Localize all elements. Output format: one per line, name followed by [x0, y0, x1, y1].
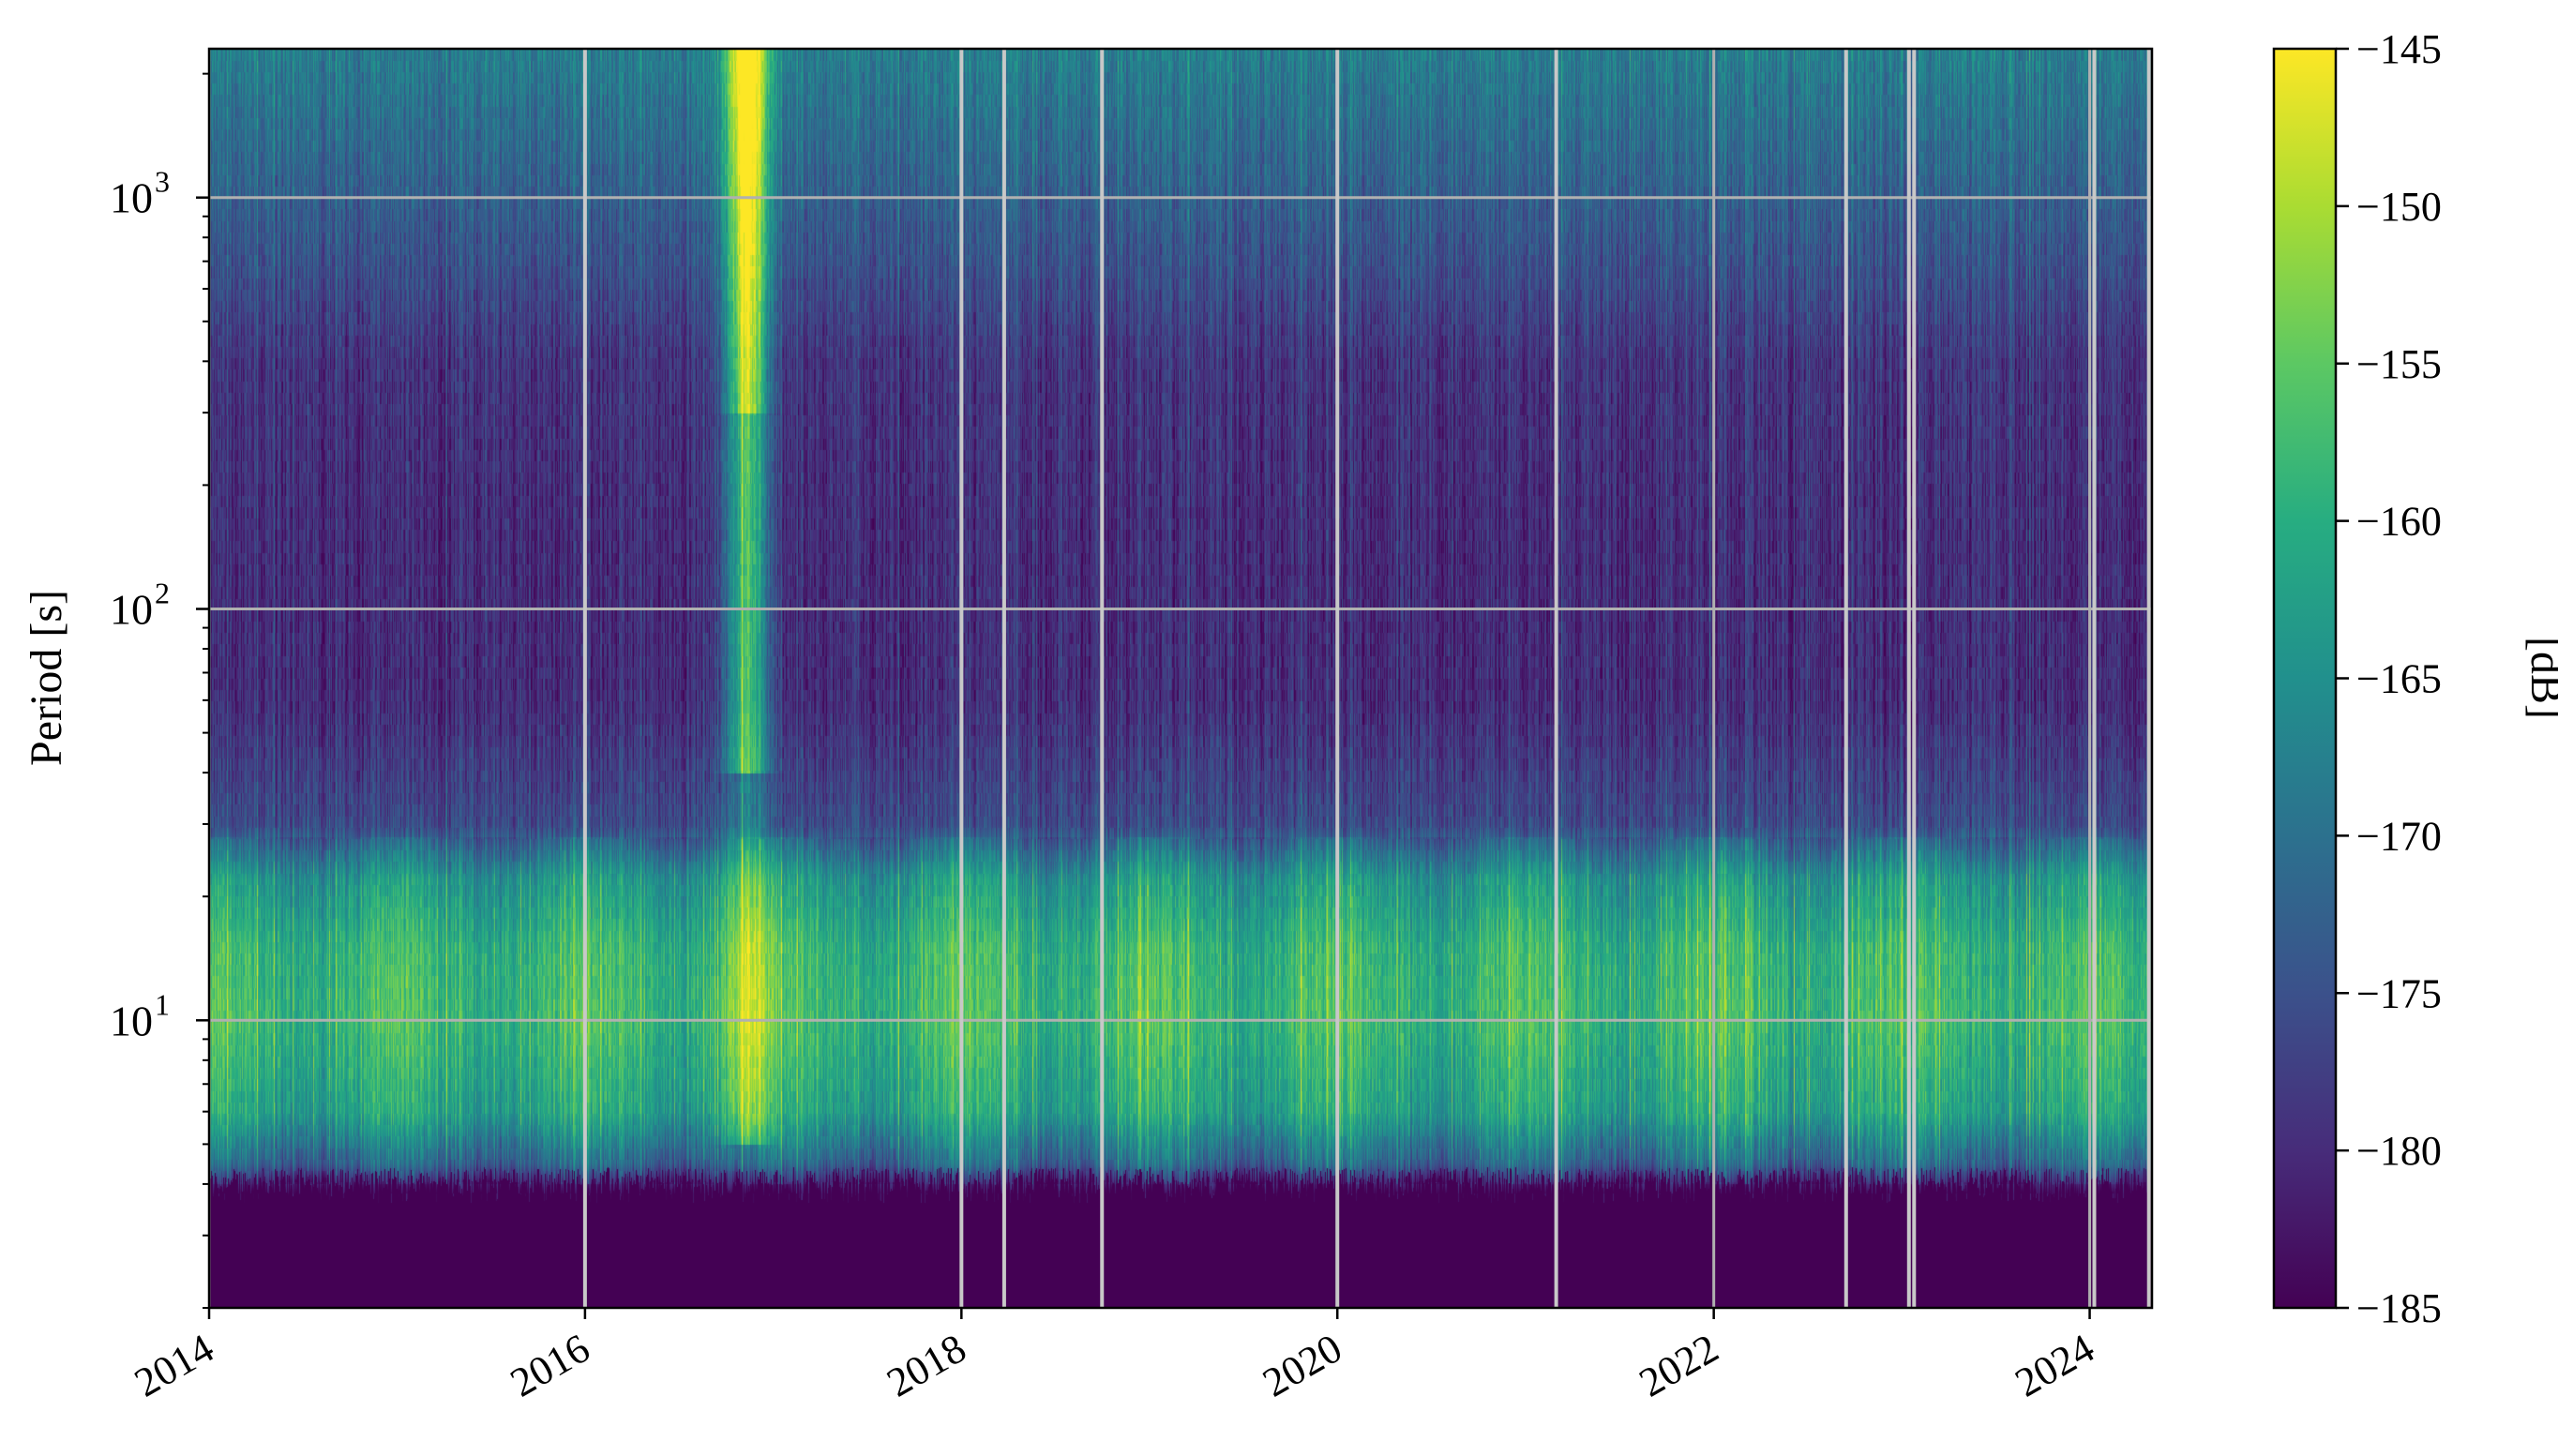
colorbar-tick-label: −145 [2356, 26, 2442, 72]
y-tick-label-exponent: 3 [155, 165, 170, 199]
x-tick-label: 2014 [127, 1325, 221, 1405]
colorbar-tick-label: −170 [2356, 813, 2442, 859]
x-tick-label: 2022 [1632, 1325, 1726, 1405]
y-tick-label-exponent: 1 [155, 987, 170, 1021]
colorbar [2274, 49, 2336, 1308]
colorbar-tick-label: −150 [2356, 184, 2442, 230]
colorbar-tick-label: −155 [2356, 341, 2442, 387]
colorbar-tick-label: −165 [2356, 656, 2442, 702]
x-axis: 2014 2016 2018 2020 2022 2024 [127, 1308, 2102, 1406]
y-tick-label-exponent: 2 [155, 577, 170, 610]
x-tick-label: 2020 [1256, 1325, 1350, 1405]
x-tick-label: 2024 [2008, 1325, 2102, 1405]
heatmap-area [209, 49, 2152, 1308]
y-axis-label: Period [s] [22, 590, 71, 766]
colorbar-label: [dB] [2521, 637, 2558, 719]
x-tick-label: 2018 [880, 1325, 974, 1405]
colorbar-tick-label: −175 [2356, 970, 2442, 1016]
colorbar-tick-label: −180 [2356, 1128, 2442, 1174]
y-tick-label-base: 10 [110, 586, 153, 634]
colorbar-tick-label: −185 [2356, 1285, 2442, 1331]
x-tick-label: 2016 [503, 1325, 597, 1405]
y-tick-label-base: 10 [110, 174, 153, 222]
y-tick-label-base: 10 [110, 997, 153, 1044]
colorbar-ticks: −145 −150 −155 −160 −165 −170 −175 −180 −185 [2336, 26, 2442, 1331]
data-gaps [582, 49, 2151, 1308]
plot-frame [207, 47, 2154, 1310]
colorbar-tick-label: −160 [2356, 499, 2442, 545]
